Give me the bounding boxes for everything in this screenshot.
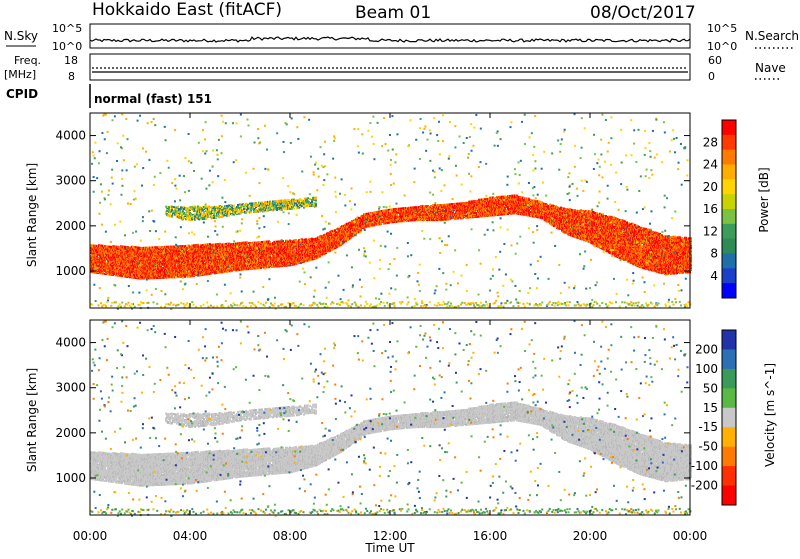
power-cell <box>239 251 241 253</box>
freq-bottom-tick: 8 <box>68 70 75 83</box>
power-cell <box>197 244 199 246</box>
power-cell <box>246 258 248 260</box>
power-cell <box>122 271 124 273</box>
nsky-frame <box>90 24 690 48</box>
freq-frame <box>90 54 690 80</box>
power-cell <box>271 247 273 249</box>
nave-bottom-tick: 0 <box>708 70 715 83</box>
power-cell <box>311 238 313 240</box>
cpid-text: normal (fast) 151 <box>94 92 212 106</box>
nave-top-tick: 60 <box>708 54 722 67</box>
nave-label: Nave <box>755 61 786 75</box>
power-cell <box>161 267 163 269</box>
beam-label: Beam 01 <box>355 3 431 23</box>
nsky-label: N.Sky <box>4 29 38 43</box>
power-cell <box>269 241 271 243</box>
power-cell <box>159 246 161 248</box>
power-scatter <box>90 113 692 310</box>
power-cell <box>256 258 258 260</box>
nsearch-label: N.Search <box>745 29 799 43</box>
plot-title: Hokkaido East (fitACF) <box>92 0 282 20</box>
cpid-label: CPID <box>6 87 38 101</box>
power-cell <box>295 239 297 241</box>
power-cell <box>208 253 210 255</box>
nsky-panel: N.Sky 10^5 10^0 10^5 10^0 N.Search <box>4 22 799 53</box>
power-cell <box>195 244 197 246</box>
power-cell <box>219 243 221 245</box>
power-cell <box>161 269 163 271</box>
nsky-bottom-tick: 10^0 <box>52 40 82 53</box>
power-cell <box>187 260 189 262</box>
power-cell <box>256 249 258 251</box>
power-cell <box>139 278 141 280</box>
nsearch-top-tick: 10^5 <box>707 22 737 35</box>
power-cell <box>244 254 246 256</box>
freq-top-tick: 18 <box>64 54 78 67</box>
freq-panel: Freq. [MHz] 18 8 60 0 Nave <box>4 54 786 83</box>
freq-unit: [MHz] <box>4 68 36 81</box>
power-cell <box>184 276 186 278</box>
power-cell <box>120 259 122 261</box>
nsearch-bottom-tick: 10^0 <box>707 40 737 53</box>
nsky-trace <box>90 37 690 42</box>
power-cell <box>297 261 299 263</box>
power-cell <box>167 257 169 259</box>
date-label: 08/Oct/2017 <box>590 3 696 23</box>
freq-label: Freq. <box>14 54 41 67</box>
nsky-top-tick: 10^5 <box>52 22 82 35</box>
